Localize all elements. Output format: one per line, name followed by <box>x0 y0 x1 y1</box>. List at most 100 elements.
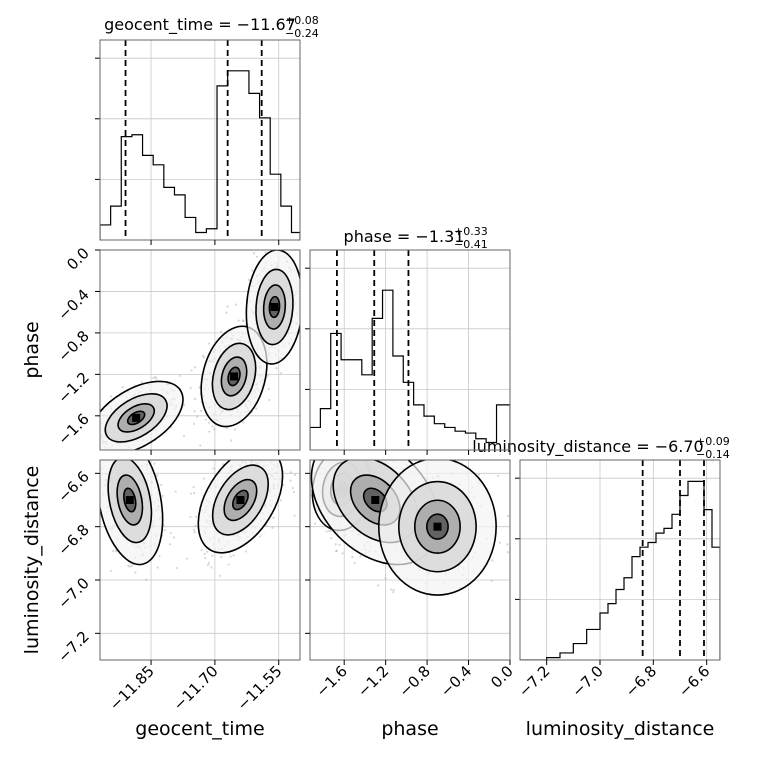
title-phase-minus: −0.41 <box>454 238 488 251</box>
sample-point <box>491 559 494 562</box>
hist-panel-luminosity_distance: −7.2 −7.0 −6.8 −6.6 <box>515 459 721 701</box>
sample-point <box>227 563 230 566</box>
sample-point <box>267 388 270 391</box>
sample-point <box>313 453 315 455</box>
sample-point <box>241 454 243 456</box>
sample-point <box>368 440 370 442</box>
sample-point <box>392 452 394 454</box>
y-tick-label: −6.6 <box>54 467 92 505</box>
sample-point <box>182 434 186 438</box>
histogram-step <box>310 289 510 450</box>
sample-point <box>189 386 192 390</box>
x-tick-label: −6.8 <box>622 662 660 700</box>
sample-point <box>498 541 501 544</box>
title-luminosity-distance-plus: +0.09 <box>696 435 730 448</box>
sample-point <box>335 549 338 552</box>
sample-point <box>202 356 206 359</box>
sample-point <box>260 454 262 456</box>
sample-point <box>384 577 387 580</box>
sample-point <box>332 426 334 428</box>
sample-point <box>237 319 240 322</box>
pair-panel-phase-luminosity_distance: −1.6 −1.2 −0.8 −0.4 0.0 <box>289 417 517 701</box>
sample-point <box>280 453 282 455</box>
sample-point <box>285 451 287 453</box>
sample-point <box>207 421 210 424</box>
sample-point <box>109 569 112 572</box>
sample-point <box>122 457 124 459</box>
sample-point <box>226 305 229 308</box>
sample-point <box>91 441 93 443</box>
sample-point <box>327 458 329 460</box>
y-tick-label: −7.0 <box>54 574 92 612</box>
sample-point <box>305 459 307 461</box>
sample-point <box>265 524 268 527</box>
sample-point <box>110 395 113 398</box>
sample-point <box>211 554 214 557</box>
sample-point <box>115 550 118 553</box>
ylabel-luminosity-distance: luminosity_distance <box>21 466 43 655</box>
sample-point <box>93 434 95 436</box>
y-tick-label: −7.2 <box>54 627 92 665</box>
sample-point <box>313 522 317 525</box>
sample-point <box>169 543 172 546</box>
pair-panel-geocent_time-luminosity_distance: −11.85 −11.70 −11.55 −7.2 −7.0 −6.8 −6.6 <box>54 451 301 714</box>
sample-point <box>195 515 198 518</box>
sample-point <box>301 327 303 329</box>
sample-point <box>89 493 91 495</box>
sample-point <box>477 473 481 476</box>
sample-point <box>339 437 341 439</box>
sample-point <box>244 550 248 553</box>
panel-frame <box>99 459 301 661</box>
sample-point <box>225 311 228 314</box>
sample-point <box>219 574 222 577</box>
sample-point <box>250 456 252 458</box>
sample-point <box>361 457 363 459</box>
sample-point <box>92 503 94 505</box>
sample-point <box>230 439 233 442</box>
sample-point <box>282 483 285 487</box>
sample-point <box>250 454 252 456</box>
sample-point <box>293 514 296 517</box>
sample-point <box>163 528 166 532</box>
sample-point <box>210 566 213 569</box>
sample-point <box>156 474 159 477</box>
sample-point <box>334 543 337 546</box>
sample-point <box>289 471 292 474</box>
density-peak <box>270 302 279 311</box>
sample-point <box>93 485 95 487</box>
sample-point <box>92 444 94 446</box>
sample-point <box>202 477 206 480</box>
sample-point <box>263 452 265 454</box>
sample-point <box>291 486 294 490</box>
y-tick-label: −1.6 <box>54 410 92 448</box>
sample-point <box>330 536 333 540</box>
sample-point <box>335 455 337 457</box>
sample-point <box>153 462 156 465</box>
sample-point <box>169 531 172 535</box>
sample-point <box>229 555 232 558</box>
sample-point <box>294 473 297 477</box>
panel-frame <box>309 459 511 661</box>
sample-point <box>336 456 338 458</box>
title-geocent-time-plus: +0.08 <box>285 14 319 27</box>
sample-point <box>389 457 391 459</box>
panel-frame <box>99 249 301 451</box>
sample-point <box>251 269 254 272</box>
hist-panel-geocent_time <box>95 39 301 245</box>
sample-point <box>192 486 195 489</box>
x-tick-label: 0.0 <box>487 662 517 692</box>
sample-point <box>350 443 352 445</box>
xlabel-luminosity-distance: luminosity_distance <box>526 718 715 740</box>
sample-point <box>90 435 92 437</box>
sample-point <box>289 444 291 446</box>
sample-point <box>326 455 328 457</box>
sample-point <box>316 417 318 419</box>
sample-point <box>371 452 373 454</box>
title-phase-plus: +0.33 <box>454 225 488 238</box>
density-peak <box>371 496 380 504</box>
sample-point <box>189 492 193 495</box>
panel-frame <box>309 249 511 451</box>
sample-point <box>351 555 354 559</box>
sample-point <box>354 456 356 458</box>
